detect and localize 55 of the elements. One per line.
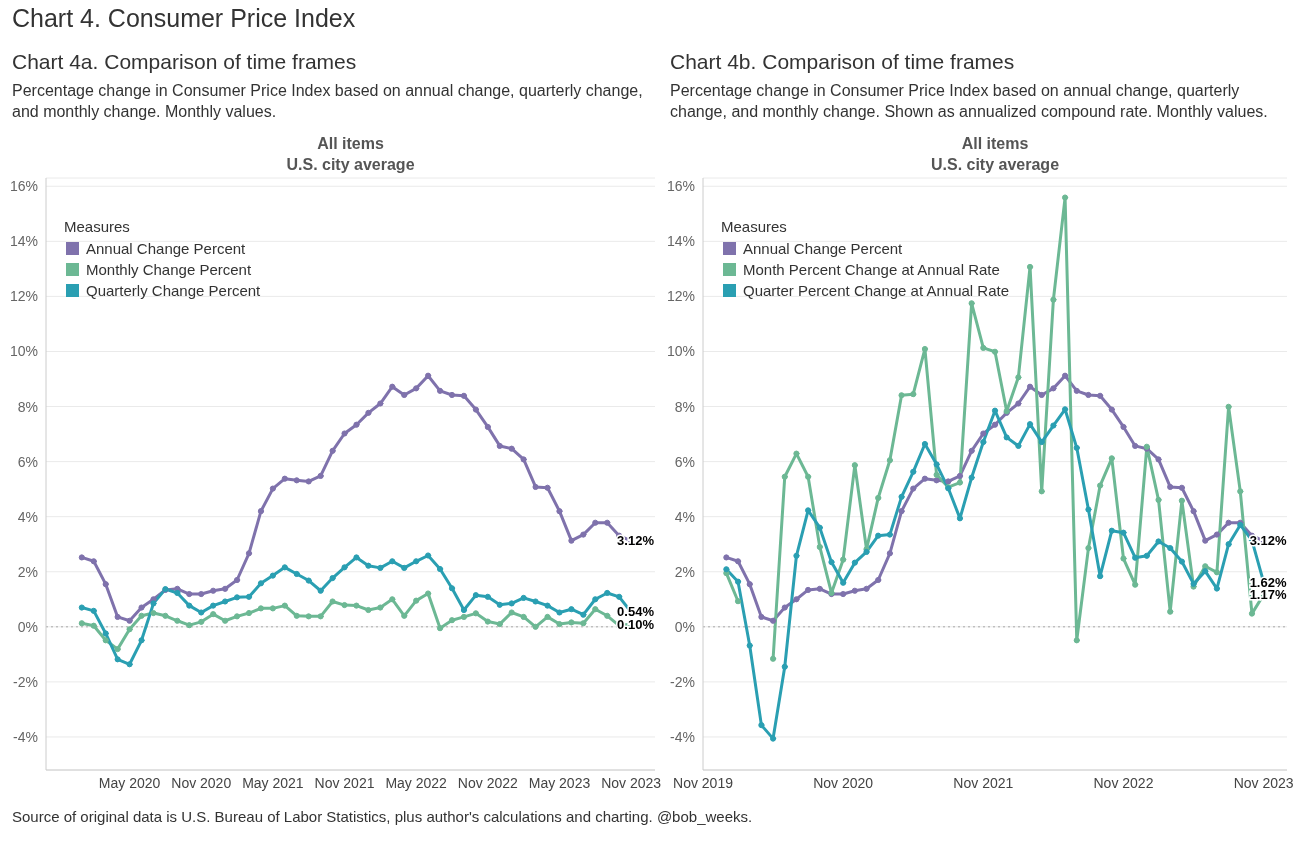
y-tick-label: -4% <box>670 728 695 745</box>
x-tick-label: Nov 2021 <box>314 774 375 791</box>
chart-title: Chart 4b. Comparison of time frames <box>670 50 1015 74</box>
legend-label: Quarter Percent Change at Annual Rate <box>743 282 1010 299</box>
y-tick-label: 0% <box>17 618 38 635</box>
legend-label: Annual Change Percent <box>86 240 246 257</box>
y-tick-label: 16% <box>666 178 695 195</box>
y-tick-label: 8% <box>17 398 38 415</box>
source-note: Source of original data is U.S. Bureau of Labor Statistics, plus author's calculations and charting. @bob_weeks. <box>12 808 753 825</box>
y-tick-label: 12% <box>666 288 695 305</box>
data-label: 3.12% <box>617 533 655 549</box>
x-tick-label: May 2021 <box>242 774 304 791</box>
legend-label: Monthly Change Percent <box>86 261 252 278</box>
y-tick-label: 14% <box>9 233 38 250</box>
x-tick-label: Nov 2021 <box>953 774 1014 791</box>
x-tick-label: May 2022 <box>385 774 448 791</box>
x-tick-label: Nov 2023 <box>1233 774 1294 791</box>
legend-label: Quarterly Change Percent <box>86 282 261 299</box>
chart-subtitle: Percentage change in Consumer Price Index based on annual change, quarterly change, and monthly change. Monthly values. <box>12 81 644 122</box>
legend-label: Month Percent Change at Annual Rate <box>743 261 1000 278</box>
x-tick-label: Nov 2020 <box>171 774 232 791</box>
y-tick-label: 2% <box>674 563 695 580</box>
y-tick-label: -2% <box>670 673 695 690</box>
x-tick-label: Nov 2023 <box>601 774 662 791</box>
caption: Chart 4. Consumer Price Index <box>12 4 356 33</box>
legend-title: Measures <box>64 218 131 235</box>
text: All items <box>316 135 385 153</box>
legend-label: Annual Change Percent <box>743 240 903 257</box>
y-tick-label: 12% <box>9 288 38 305</box>
text: All items <box>960 135 1030 153</box>
y-tick-label: 2% <box>17 563 38 580</box>
y-tick-label: 4% <box>17 508 38 525</box>
y-tick-label: 4% <box>674 508 695 525</box>
x-tick-label: Nov 2022 <box>1093 774 1154 791</box>
y-tick-label: 14% <box>666 233 695 250</box>
x-tick-label: Nov 2022 <box>457 774 518 791</box>
y-tick-label: 16% <box>9 178 38 195</box>
x-tick-label: May 2020 <box>98 774 161 791</box>
y-tick-label: -4% <box>13 728 38 745</box>
chart-title: Chart 4a. Comparison of time frames <box>12 50 357 74</box>
x-tick-label: Nov 2020 <box>813 774 874 791</box>
y-tick-label: -2% <box>13 673 38 690</box>
y-tick-label: 8% <box>674 398 695 415</box>
x-tick-label: Nov 2019 <box>673 774 734 791</box>
y-tick-label: 6% <box>674 453 695 470</box>
legend-title: Measures <box>721 218 788 235</box>
chart-subtitle: Percentage change in Consumer Price Index based on annual change, quarterly change, and monthly change. Shown as annualized compound rate. Monthly values. <box>670 81 1269 122</box>
text: U.S. city average <box>285 156 416 174</box>
y-tick-label: 0% <box>674 618 695 635</box>
y-tick-label: 10% <box>666 343 695 360</box>
y-tick-label: 10% <box>9 343 38 360</box>
x-tick-label: May 2023 <box>528 774 591 791</box>
text: U.S. city average <box>929 156 1061 174</box>
data-label: 1.62% <box>1249 574 1287 590</box>
y-tick-label: 6% <box>17 453 38 470</box>
